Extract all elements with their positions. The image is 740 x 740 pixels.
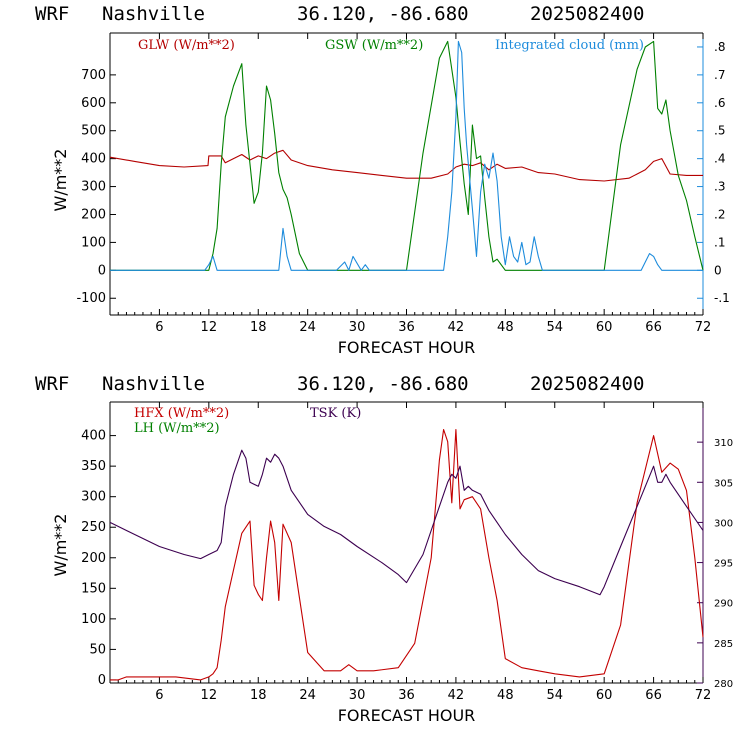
y2-tick-label: 0 [714,263,722,277]
x-tick-label: 24 [299,320,316,335]
x-axis-label: FORECAST HOUR [338,706,476,725]
x-tick-label: 66 [645,688,662,703]
y2-tick-label: .5 [714,124,725,138]
y-tick-label: 150 [81,581,106,596]
y2-tick-label: 285 [714,639,733,650]
x-tick-label: 24 [299,688,316,703]
panel2-station: Nashville [102,373,205,395]
x-tick-label: 30 [349,320,366,335]
x-tick-label: 18 [250,688,267,703]
x-tick-label: 12 [201,320,218,335]
y2-tick-label: .2 [714,207,725,221]
y-tick-label: 400 [81,152,106,167]
panel2-model: WRF [35,373,69,395]
y-tick-label: 200 [81,207,106,222]
y-tick-label: 300 [81,490,106,505]
legend-entry: LH (W/m**2) [134,421,220,436]
y-tick-label: 300 [81,180,106,195]
panel2-header: WRF Nashville 36.120, -86.680 2025082400 [35,373,644,395]
y2-tick-label: 290 [714,599,733,610]
series-line-gsw [110,40,704,271]
panel2-coords: 36.120, -86.680 [297,373,469,395]
y-tick-label: 350 [81,459,106,474]
panel1-station: Nashville [102,3,205,25]
x-tick-label: 42 [448,688,465,703]
x-tick-label: 48 [497,688,514,703]
legend-entry: GLW (W/m**2) [138,38,235,53]
y2-tick-label: 295 [714,559,733,570]
y2-tick-label: 310 [714,438,733,449]
x-tick-label: 60 [596,688,613,703]
x-tick-label: 48 [497,320,514,335]
y2-tick-label: 280 [714,679,733,690]
x-tick-label: 54 [546,320,563,335]
x-tick-label: 66 [645,320,662,335]
y-tick-label: 250 [81,520,106,535]
x-tick-label: 36 [398,688,415,703]
legend-entry: Integrated cloud (mm) [495,38,644,53]
legend-entry: TSK (K) [310,406,361,421]
y2-tick-label: 300 [714,518,733,529]
series-line-hfx [110,428,704,681]
series-line-integrated [110,40,703,271]
x-tick-label: 72 [695,688,712,703]
panel1-coords: 36.120, -86.680 [297,3,469,25]
panel1-plot: 6 12 18 24 30 36 42 48 54 60 66 72 -100 0 100 200 300 400… [51,32,730,357]
y-tick-label: 600 [81,96,106,111]
y2-tick-label: 305 [714,478,733,489]
y-tick-label: 400 [81,429,106,444]
panel1-header: WRF Nashville 36.120, -86.680 2025082400 [35,3,644,25]
x-axis-label: FORECAST HOUR [338,338,476,357]
y-tick-label: -100 [76,291,106,306]
y2-tick-label: .1 [714,235,725,249]
y-tick-label: 0 [98,263,106,278]
y-tick-label: 0 [98,673,106,688]
x-tick-label: 36 [398,320,415,335]
x-tick-label: 18 [250,320,267,335]
y-axis-label: W/m**2 [51,149,70,212]
x-tick-label: 30 [349,688,366,703]
panel1-init: 2025082400 [530,3,644,25]
x-tick-label: 12 [201,688,218,703]
y-axis-label: W/m**2 [51,514,70,577]
series-line-tsk [109,449,704,596]
x-tick-label: 42 [448,320,465,335]
x-tick-label: 60 [596,320,613,335]
legend-entry: GSW (W/m**2) [325,38,423,53]
y2-tick-label: .7 [714,68,725,82]
x-tick-label: 54 [546,688,563,703]
x-tick-label: 6 [155,688,163,703]
y2-tick-label: .3 [714,180,725,194]
panel1-model: WRF [35,3,69,25]
y2-tick-label: -.1 [714,291,730,305]
panel2-init: 2025082400 [530,373,644,395]
y2-tick-label: .6 [714,96,725,110]
y2-tick-label: .8 [714,40,725,54]
y-tick-label: 100 [81,612,106,627]
y-tick-label: 200 [81,551,106,566]
y-tick-label: 500 [81,124,106,139]
y2-tick-label: .4 [714,152,725,166]
panel2-plot: 6 12 18 24 30 36 42 48 54 60 66 72 0 50 100 150 200 250 30… [51,401,733,725]
x-tick-label: 6 [155,320,163,335]
series-line-glw [109,149,703,182]
legend-entry: HFX (W/m**2) [134,406,229,421]
x-tick-label: 72 [695,320,712,335]
y-tick-label: 700 [81,68,106,83]
y-tick-label: 100 [81,235,106,250]
y-tick-label: 50 [89,642,106,657]
